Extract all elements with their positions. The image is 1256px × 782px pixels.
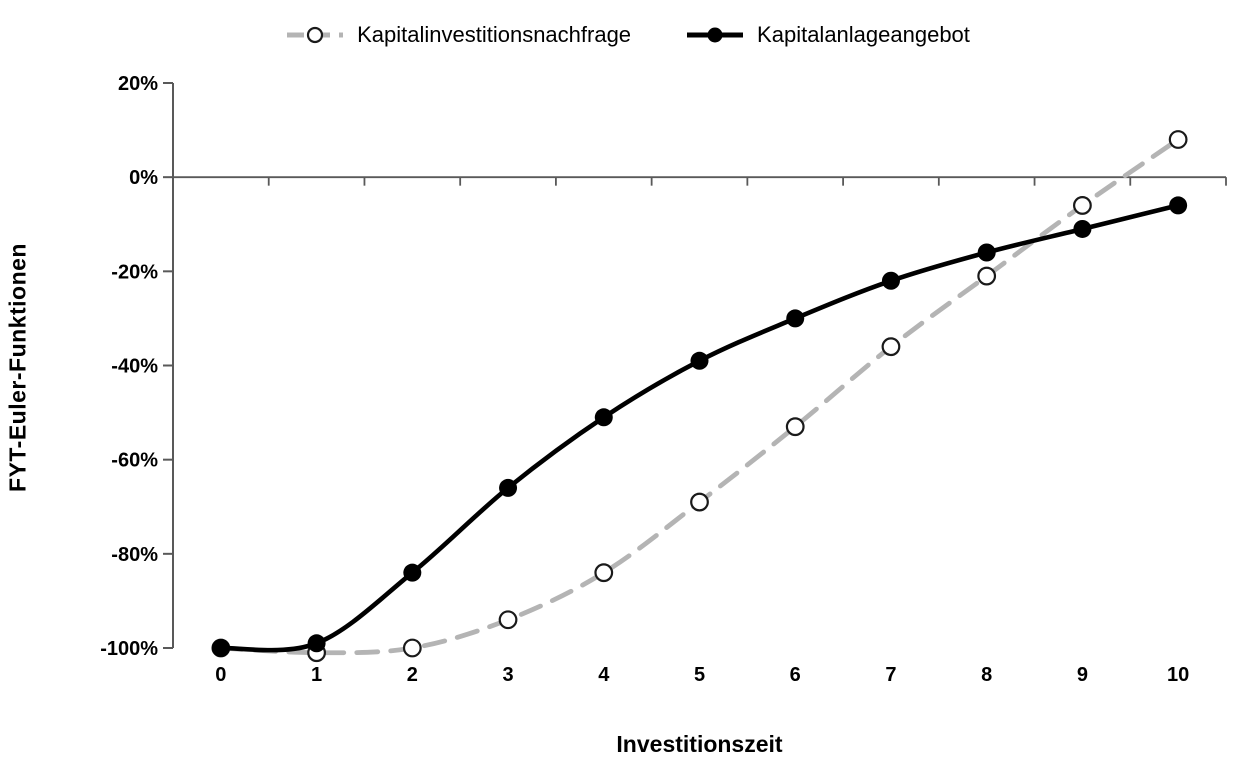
y-tick-label: -60%	[111, 450, 158, 472]
y-tick-label: -20%	[111, 261, 158, 283]
legend-item-kapitalanlageangebot: Kapitalanlageangebot	[686, 22, 970, 48]
x-tick-label: 7	[885, 664, 896, 686]
data-point-filled-circle	[1169, 196, 1188, 215]
data-point-filled-circle	[786, 309, 805, 328]
legend-label-kapitalinvestitionsnachfrage: Kapitalinvestitionsnachfrage	[357, 22, 632, 47]
chart-legend: Kapitalinvestitionsnachfrage Kapitalanla…	[0, 22, 1256, 48]
x-tick-label: 1	[311, 664, 322, 686]
data-point-filled-circle	[690, 351, 709, 370]
data-point-filled-circle	[881, 271, 900, 290]
data-point-open-circle	[498, 610, 518, 630]
series-line-kapitalanlageangebot	[218, 203, 1181, 653]
x-tick-label: 9	[1077, 664, 1088, 686]
data-point-filled-circle	[403, 563, 422, 582]
x-tick-label: 6	[790, 664, 801, 686]
data-point-open-circle	[881, 337, 901, 357]
solid-line-filled-circle-icon	[687, 27, 744, 43]
x-tick-label: 0	[215, 664, 226, 686]
data-point-open-circle	[594, 563, 614, 583]
data-point-open-circle	[1073, 196, 1092, 215]
data-point-open-circle	[690, 492, 709, 512]
data-point-filled-circle	[307, 634, 326, 653]
data-point-filled-circle	[1073, 219, 1092, 238]
x-tick-label: 4	[598, 664, 610, 686]
x-tick-label: 10	[1167, 664, 1189, 686]
data-point-open-circle	[977, 266, 997, 286]
data-point-filled-circle	[594, 408, 613, 427]
legend-item-kapitalinvestitionsnachfrage: Kapitalinvestitionsnachfrage	[286, 22, 631, 48]
y-tick-label: -100%	[100, 638, 158, 660]
dashed-line-open-circle-icon	[287, 26, 344, 44]
x-axis-title: Investitionszeit	[616, 731, 783, 757]
y-tick-label: -80%	[111, 544, 158, 566]
y-tick-label: -40%	[111, 356, 158, 378]
legend-label-kapitalanlageangebot: Kapitalanlageangebot	[757, 22, 970, 47]
y-tick-label: 0%	[129, 167, 158, 189]
data-point-open-circle	[785, 417, 805, 437]
y-tick-label: 20%	[118, 73, 158, 95]
data-point-filled-circle	[977, 243, 996, 262]
data-point-open-circle	[402, 638, 422, 658]
series-line-kapitalinvestitionsnachfrage	[218, 137, 1181, 656]
x-tick-label: 5	[694, 664, 705, 686]
x-tick-label: 2	[407, 664, 418, 686]
data-point-filled-circle	[211, 639, 230, 657]
x-tick-label: 8	[981, 664, 992, 686]
x-tick-label: 3	[502, 664, 513, 686]
data-point-open-circle	[1168, 130, 1188, 149]
data-point-filled-circle	[499, 478, 518, 497]
